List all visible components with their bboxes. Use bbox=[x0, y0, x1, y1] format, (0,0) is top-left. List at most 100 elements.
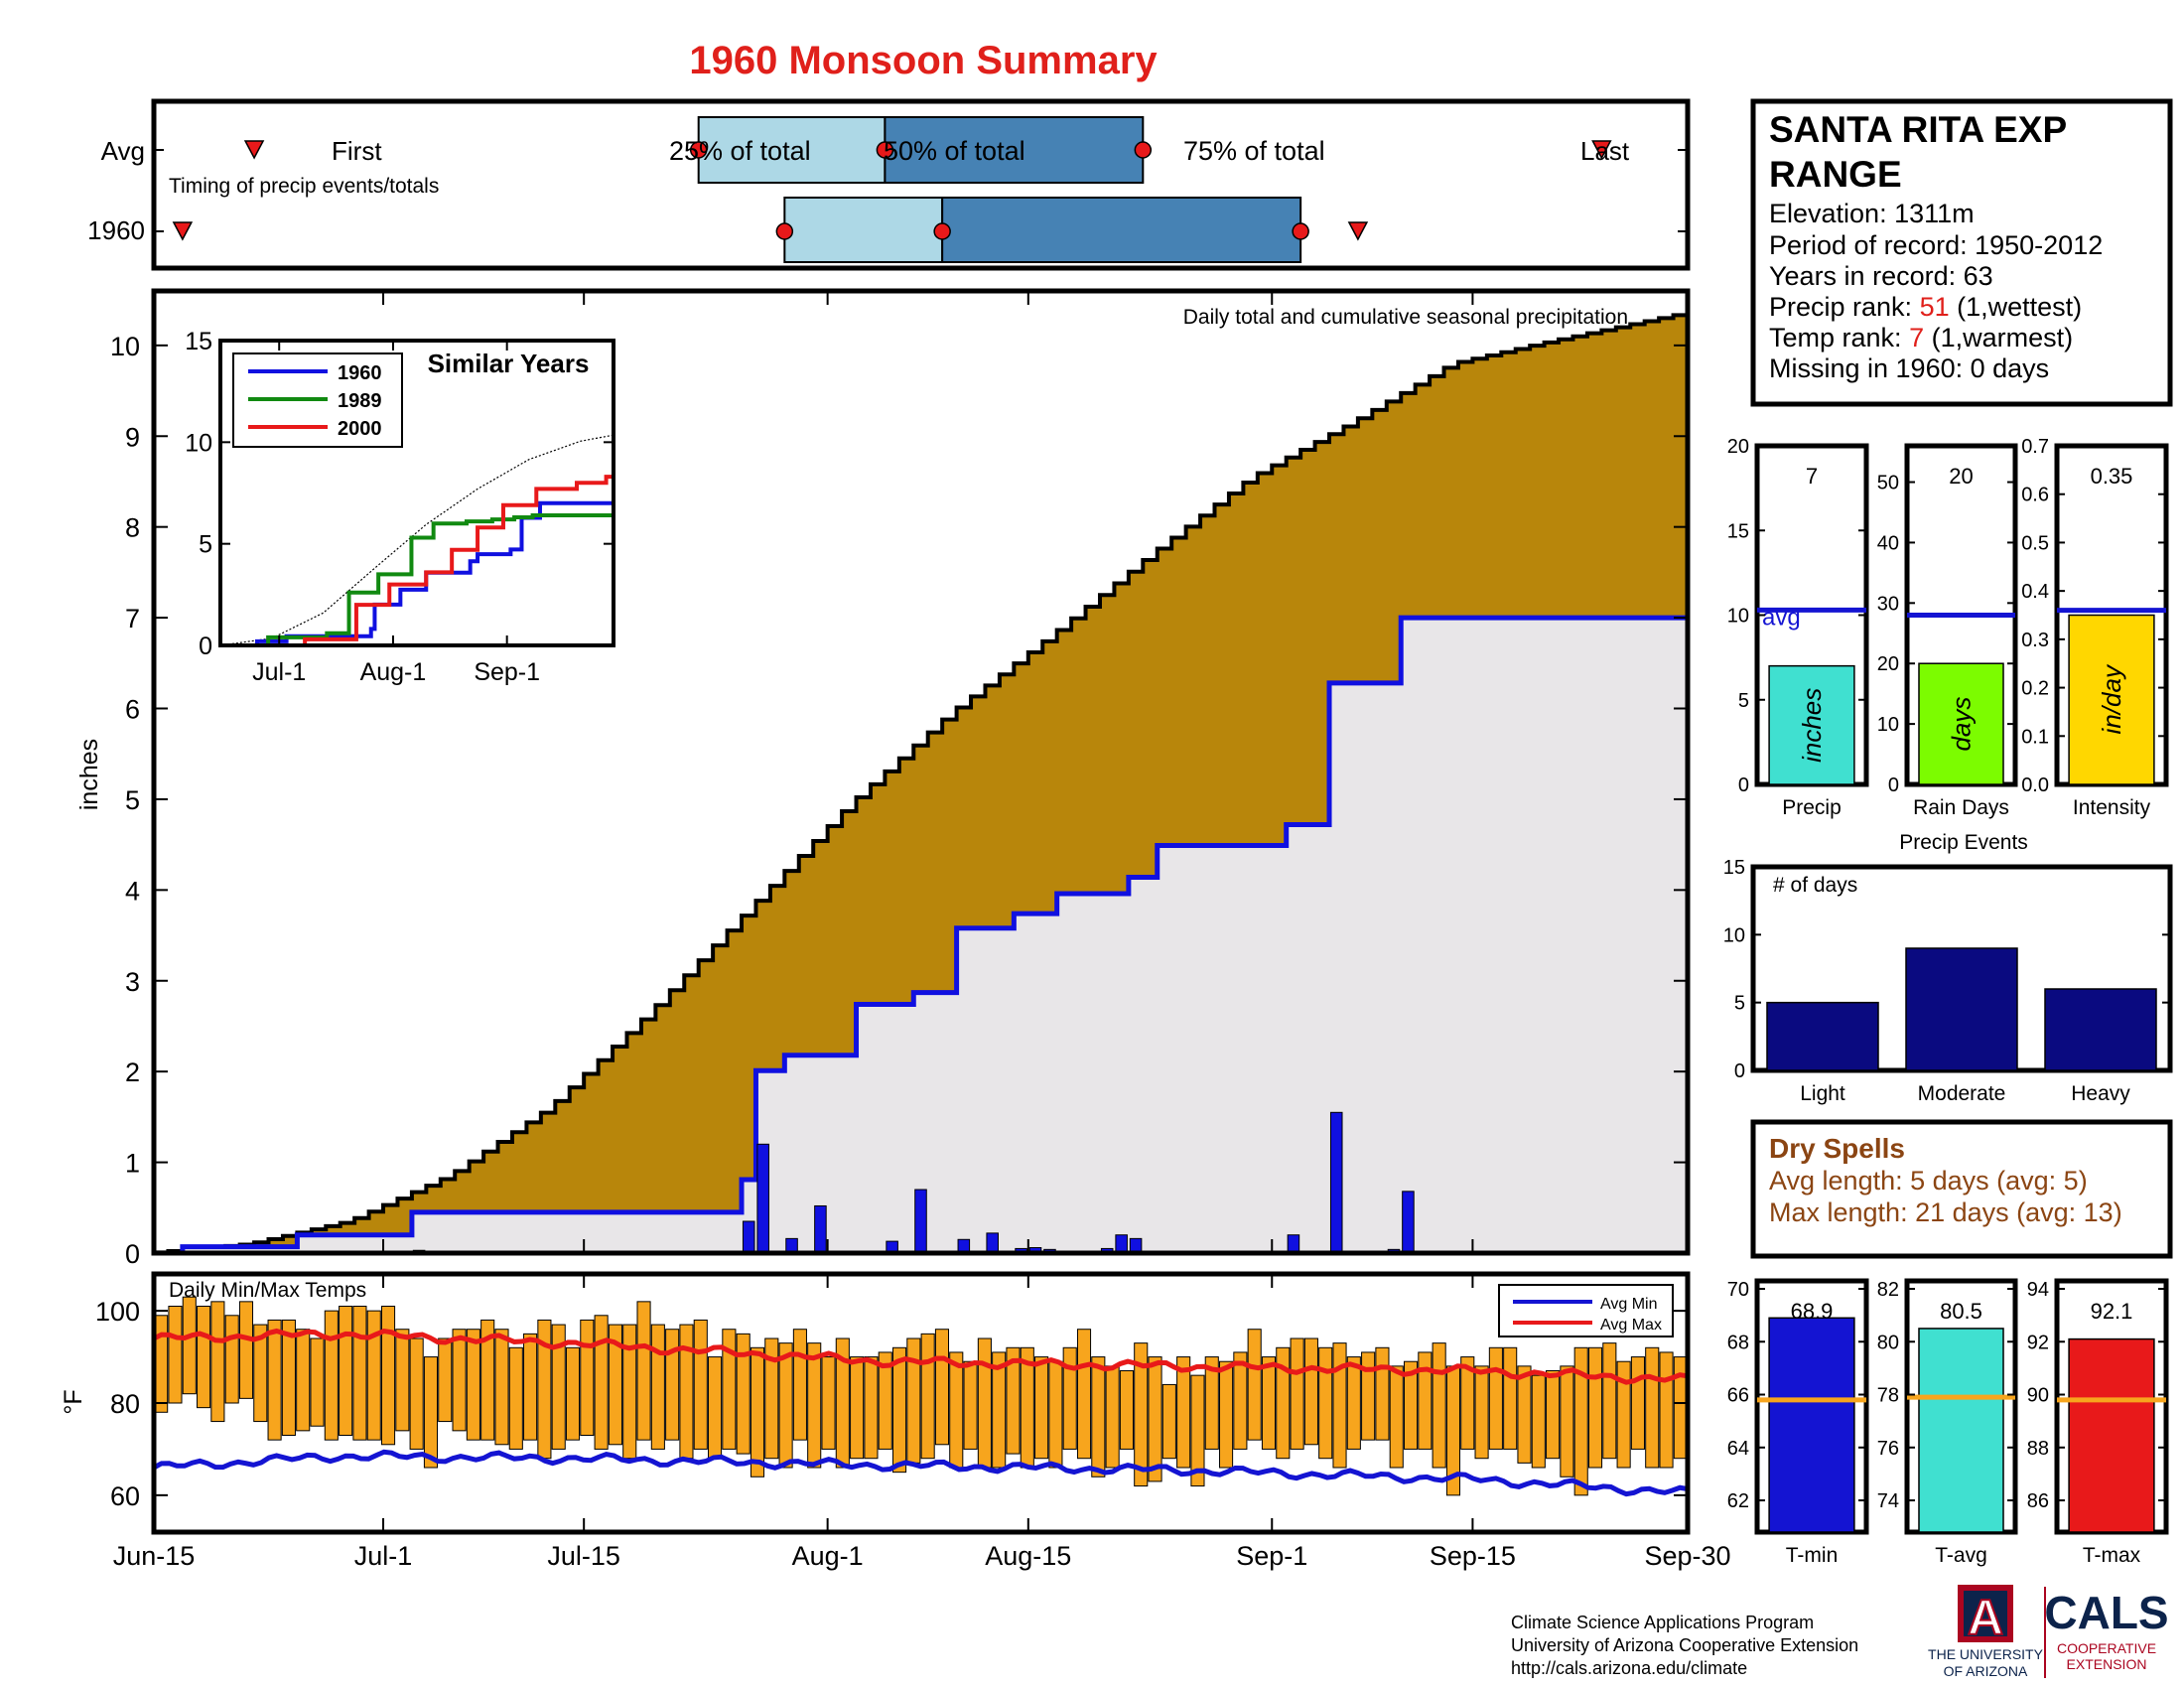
daily-temp-range-bar bbox=[1048, 1360, 1063, 1469]
avg-min-line bbox=[152, 1449, 1689, 1497]
inset-legend: 1960 1989 2000 bbox=[232, 352, 403, 448]
t_max-x-label: T-max bbox=[2083, 1544, 2141, 1567]
intensity-y-tick-label: 0.2 bbox=[2021, 678, 2049, 700]
t_max-value-bar bbox=[2068, 1337, 2155, 1533]
rain_days-x-label: Rain Days bbox=[1913, 796, 2009, 819]
station-name-line1: SANTA RITA EXP bbox=[1769, 109, 2067, 150]
precip-events-category-label: Heavy bbox=[2071, 1082, 2130, 1105]
rain_days-y-tick-label: 30 bbox=[1877, 593, 1899, 615]
daily-temp-range-bar bbox=[992, 1351, 1007, 1469]
precip-events-category-label: Light bbox=[1800, 1082, 1845, 1105]
daily-temp-range-bar bbox=[423, 1356, 439, 1469]
inset-y-tick-label: 5 bbox=[199, 531, 212, 559]
precip-events-title: Precip Events bbox=[1899, 831, 2028, 854]
temp-y-tick-label: 80 bbox=[110, 1389, 140, 1419]
ua-logo-inner bbox=[1964, 1591, 2007, 1636]
daily-temp-range-bar bbox=[594, 1315, 609, 1450]
t_avg-y-tick-label: 78 bbox=[1877, 1385, 1899, 1407]
daily-temp-range-bar bbox=[864, 1356, 879, 1460]
timing-year-p75-marker bbox=[1292, 222, 1309, 240]
t_min-y-tick-label: 70 bbox=[1727, 1279, 1749, 1301]
daily-temp-range-bar bbox=[281, 1319, 296, 1437]
daily-temp-range-bar bbox=[977, 1337, 992, 1469]
timing-first-label: First bbox=[332, 136, 382, 166]
t_avg-value-label: 80.5 bbox=[1940, 1299, 1982, 1324]
daily-temp-range-bar bbox=[1616, 1360, 1631, 1469]
date-axis-label: Jul-15 bbox=[547, 1541, 620, 1571]
date-axis-label: Sep-1 bbox=[1236, 1541, 1307, 1571]
dry-spells-box: Dry Spells Avg length: 5 days (avg: 5) M… bbox=[1750, 1119, 2173, 1259]
inset-x-tick-label: Jul-1 bbox=[252, 658, 306, 686]
daily-temp-range-bar bbox=[1290, 1337, 1304, 1450]
figure-title: 1960 Monsoon Summary bbox=[689, 39, 1158, 82]
daily-temp-range-bar bbox=[1190, 1374, 1205, 1487]
t_avg-value-bar bbox=[1918, 1328, 2004, 1533]
date-axis-label: Aug-1 bbox=[792, 1541, 864, 1571]
precip_total-unit-label: inches bbox=[1797, 688, 1827, 763]
daily-temp-range-bar bbox=[736, 1333, 751, 1455]
rain_days-y-tick-label: 50 bbox=[1877, 473, 1899, 494]
main-plot-frame bbox=[151, 288, 1691, 1256]
daily-temp-range-bar bbox=[1134, 1342, 1149, 1487]
temperature-chart: 60 80 100 Daily Min/Max Temps °F Avg Min A… bbox=[60, 1271, 1691, 1535]
rain_days-value-bar bbox=[1918, 662, 2004, 785]
station-period: Period of record: 1950-2012 bbox=[1769, 230, 2103, 260]
timing-avg-last-marker bbox=[1591, 140, 1612, 160]
timing-avg-q1-box bbox=[697, 116, 887, 184]
daily-temp-range-bar bbox=[154, 1315, 169, 1413]
daily-temp-range-bar bbox=[1361, 1351, 1376, 1441]
daily-temp-range-bar bbox=[665, 1329, 680, 1441]
t_min-y-tick-label: 66 bbox=[1727, 1385, 1749, 1407]
timing-p25-label: 25% of total bbox=[669, 136, 811, 166]
daily-temp-range-bar bbox=[1076, 1329, 1092, 1460]
t_avg-x-label: T-avg bbox=[1935, 1544, 1987, 1567]
main-plot-marks: 0 1 2 3 4 5 6 7 8 9 10 bbox=[110, 291, 1690, 1269]
daily-temp-range-bar bbox=[1219, 1360, 1234, 1469]
daily-temp-range-bar bbox=[438, 1337, 453, 1423]
daily-temp-range-bar bbox=[636, 1301, 651, 1441]
daily-temp-range-bar bbox=[1119, 1370, 1134, 1450]
daily-temp-range-bar bbox=[920, 1333, 935, 1460]
timing-avg-p25-marker bbox=[689, 141, 708, 159]
daily-temp-range-bar bbox=[708, 1356, 723, 1460]
ua-logo-line2: OF ARIZONA bbox=[1944, 1663, 2028, 1679]
daily-temp-range-bar bbox=[807, 1342, 822, 1469]
daily-temp-range-bar bbox=[1346, 1356, 1361, 1450]
daily-precip-bar bbox=[1115, 1234, 1128, 1254]
daily-temp-range-bar bbox=[1006, 1346, 1021, 1455]
main-y-tick-label: 9 bbox=[125, 422, 140, 452]
date-axis-label: Aug-15 bbox=[985, 1541, 1071, 1571]
daily-temp-range-bar bbox=[1176, 1356, 1191, 1469]
station-precip-rank: Precip rank: 51 (1,wettest) bbox=[1769, 292, 2082, 322]
daily-temp-range-bar bbox=[238, 1301, 254, 1399]
daily-temp-range-bar bbox=[608, 1324, 622, 1446]
daily-temp-range-bar bbox=[253, 1324, 268, 1423]
station-info-frame bbox=[1750, 98, 2173, 407]
precip-rank-value: 51 bbox=[1920, 292, 1950, 322]
timing-last-label: Last bbox=[1580, 136, 1630, 166]
inset-x-tick-label: Sep-1 bbox=[474, 658, 540, 686]
daily-temp-range-bar bbox=[508, 1346, 523, 1450]
daily-temp-range-bar bbox=[1659, 1351, 1674, 1469]
t_avg-y-tick-label: 74 bbox=[1877, 1490, 1899, 1512]
inset-y-tick-label: 15 bbox=[185, 328, 212, 355]
timing-year-p25-marker bbox=[775, 222, 794, 240]
daily-temp-range-bar bbox=[1531, 1374, 1546, 1469]
main-y-tick-label: 10 bbox=[110, 332, 140, 361]
daily-temp-range-bar bbox=[934, 1329, 950, 1446]
intensity-y-tick-label: 0.1 bbox=[2021, 726, 2049, 748]
main-y-tick-label: 6 bbox=[125, 695, 140, 725]
main-y-tick-label: 7 bbox=[125, 604, 140, 633]
precip-events-y-label: # of days bbox=[1773, 874, 1857, 897]
daily-temp-range-bar bbox=[1560, 1365, 1574, 1477]
main-y-tick-label: 0 bbox=[125, 1239, 140, 1269]
daily-temp-range-bar bbox=[310, 1337, 325, 1427]
stat-panels: avg 7 inches 0 5 10 15 20 Precip 20 days 0 10 20 30 40 5… bbox=[1727, 436, 2169, 1567]
precip_total-y-tick-label: 5 bbox=[1738, 690, 1749, 712]
main-y-tick-label: 8 bbox=[125, 513, 140, 543]
daily-temp-range-bar bbox=[1587, 1346, 1603, 1469]
timing-year-q1-box bbox=[783, 197, 944, 263]
precip-events-y-tick-label: 5 bbox=[1734, 993, 1745, 1015]
timing-year-p50-marker bbox=[933, 222, 951, 240]
